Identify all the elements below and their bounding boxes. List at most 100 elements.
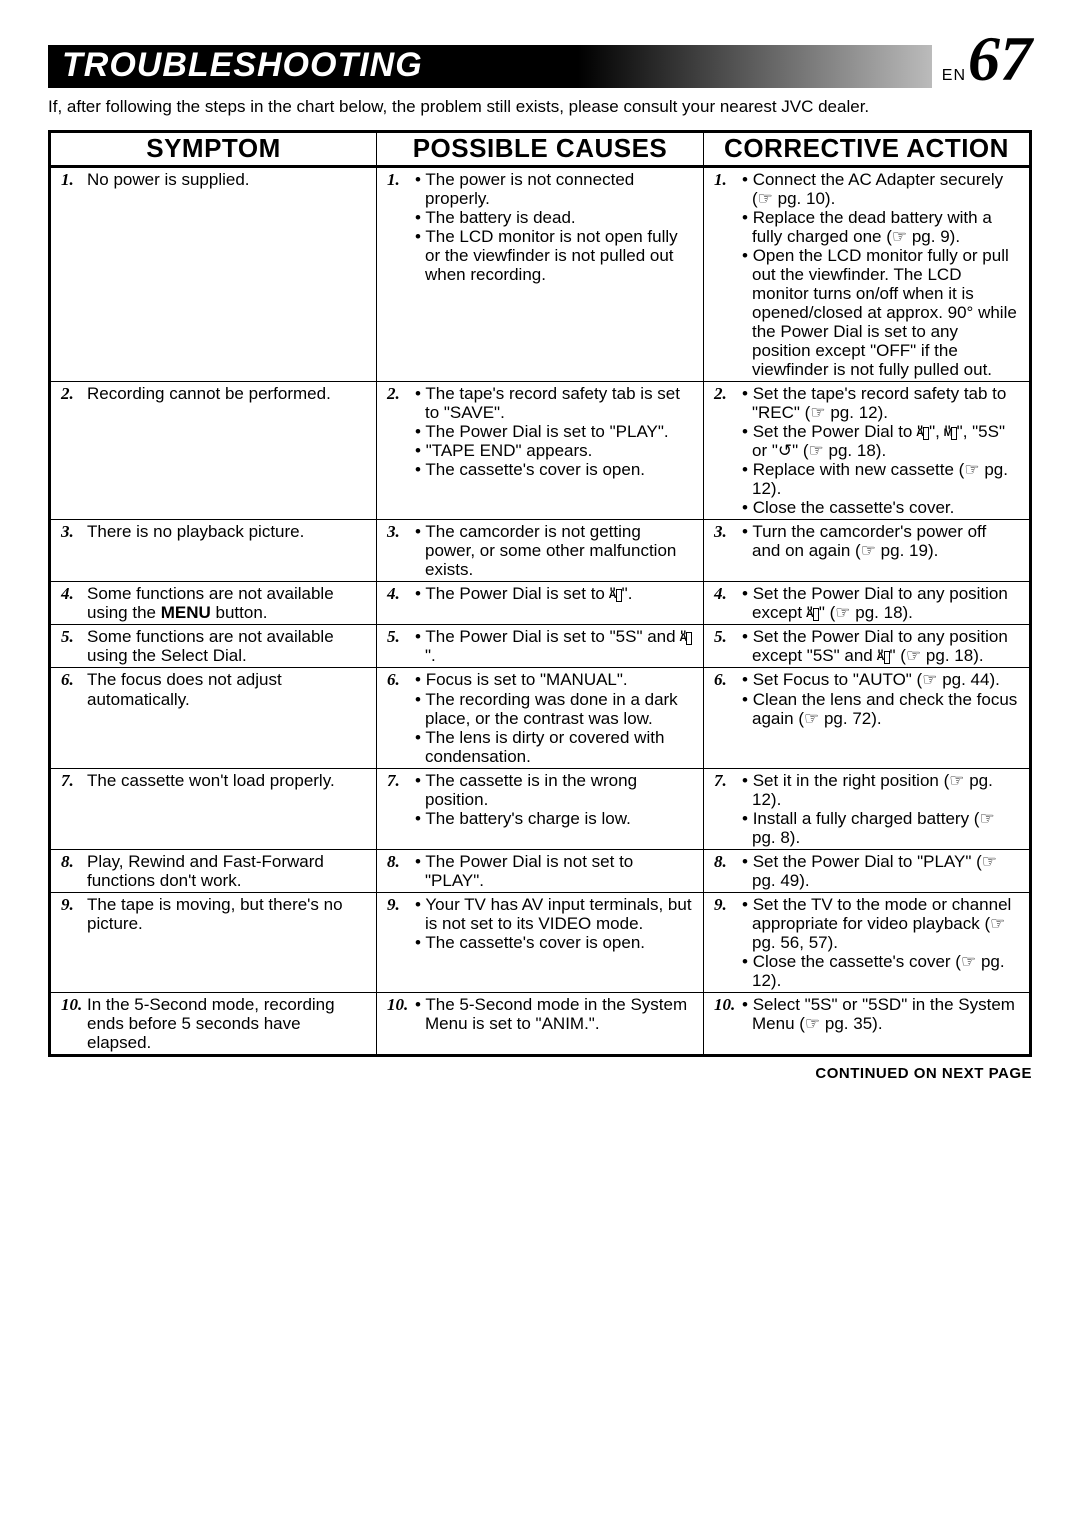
action-cell: 2. Set the tape's record safety tab to "R… bbox=[704, 382, 1031, 520]
causes-list: The 5-Second mode in the System Menu is … bbox=[411, 995, 693, 1033]
list-item: Replace with new cassette (☞ pg. 12). bbox=[752, 460, 1019, 498]
list-item: The cassette's cover is open. bbox=[425, 460, 693, 479]
action-cell: 1.Connect the AC Adapter securely (☞ pg.… bbox=[704, 166, 1031, 381]
list-item: The power is not connected properly. bbox=[425, 170, 693, 208]
list-item: Focus is set to "MANUAL". bbox=[425, 670, 693, 689]
row-number: 4. bbox=[714, 584, 738, 622]
causes-list: The camcorder is not getting power, or s… bbox=[411, 522, 693, 579]
row-number: 2. bbox=[387, 384, 411, 479]
lang-label: EN bbox=[942, 67, 968, 85]
row-number: 3. bbox=[387, 522, 411, 579]
row-number: 9. bbox=[714, 895, 738, 990]
list-item: The cassette's cover is open. bbox=[425, 933, 693, 952]
causes-cell: 8.The Power Dial is not set to "PLAY". bbox=[377, 849, 704, 892]
table-row: 10.In the 5-Second mode, recording ends … bbox=[50, 992, 1031, 1055]
table-row: 7.The cassette won't load properly.7.The… bbox=[50, 768, 1031, 849]
row-number: 8. bbox=[387, 852, 411, 890]
table-row: 8.Play, Rewind and Fast-Forward function… bbox=[50, 849, 1031, 892]
symptom-text: The cassette won't load properly. bbox=[85, 771, 366, 790]
actions-list: Connect the AC Adapter securely (☞ pg. 1… bbox=[738, 170, 1019, 379]
list-item: Close the cassette's cover (☞ pg. 12). bbox=[752, 952, 1019, 990]
symptom-cell: 8.Play, Rewind and Fast-Forward function… bbox=[50, 849, 377, 892]
causes-cell: 9.Your TV has AV input terminals, but is… bbox=[377, 892, 704, 992]
list-item: The battery's charge is low. bbox=[425, 809, 693, 828]
list-item: "TAPE END" appears. bbox=[425, 441, 693, 460]
action-cell: 4. Set the Power Dial to any position exc… bbox=[704, 582, 1031, 625]
symptom-text: In the 5-Second mode, recording ends bef… bbox=[85, 995, 366, 1052]
table-header-row: SYMPTOM POSSIBLE CAUSES CORRECTIVE ACTIO… bbox=[50, 131, 1031, 166]
table-row: 3. There is no playback picture. 3.The cam… bbox=[50, 520, 1031, 582]
table-row: 1.No power is supplied. 1.The power is no… bbox=[50, 166, 1031, 381]
symptom-text: Some functions are not available using t… bbox=[85, 584, 366, 622]
row-number: 10. bbox=[387, 995, 411, 1033]
actions-list: Set the Power Dial to any position excep… bbox=[738, 584, 1019, 622]
row-number: 5. bbox=[61, 627, 85, 665]
action-cell: 10.Select "5S" or "5SD" in the System Me… bbox=[704, 992, 1031, 1055]
symptom-cell: 6.The focus does not adjust automaticall… bbox=[50, 668, 377, 768]
list-item: Close the cassette's cover. bbox=[752, 498, 1019, 517]
list-item: Set the Power Dial to "PLAY" (☞ pg. 49). bbox=[752, 852, 1019, 890]
causes-cell: 5.The Power Dial is set to "5S" and "A". bbox=[377, 625, 704, 668]
row-number: 1. bbox=[61, 170, 85, 189]
list-item: Turn the camcorder's power off and on ag… bbox=[752, 522, 1019, 560]
symptom-text: The tape is moving, but there's no pictu… bbox=[85, 895, 366, 933]
actions-list: Set the TV to the mode or channel approp… bbox=[738, 895, 1019, 990]
causes-cell: 7.The cassette is in the wrong position.… bbox=[377, 768, 704, 849]
symptom-text: There is no playback picture. bbox=[85, 522, 366, 541]
row-number: 7. bbox=[387, 771, 411, 828]
table-row: 9. The tape is moving, but there's no pic… bbox=[50, 892, 1031, 992]
list-item: Set the tape's record safety tab to "REC… bbox=[752, 384, 1019, 422]
action-cell: 6.Set Focus to "AUTO" (☞ pg. 44).Clean t… bbox=[704, 668, 1031, 768]
list-item: The tape's record safety tab is set to "… bbox=[425, 384, 693, 422]
col-action: CORRECTIVE ACTION bbox=[704, 131, 1031, 166]
row-number: 10. bbox=[61, 995, 85, 1052]
col-causes: POSSIBLE CAUSES bbox=[377, 131, 704, 166]
causes-cell: 2. The tape's record safety tab is set to… bbox=[377, 382, 704, 520]
causes-list: Your TV has AV input terminals, but is n… bbox=[411, 895, 693, 952]
list-item: Open the LCD monitor fully or pull out t… bbox=[752, 246, 1019, 379]
row-number: 4. bbox=[387, 584, 411, 603]
list-item: Clean the lens and check the focus again… bbox=[752, 690, 1019, 728]
causes-list: The cassette is in the wrong position.Th… bbox=[411, 771, 693, 828]
list-item: The LCD monitor is not open fully or the… bbox=[425, 227, 693, 284]
list-item: Set the Power Dial to any position excep… bbox=[752, 584, 1019, 622]
table-row: 5.Some functions are not available using… bbox=[50, 625, 1031, 668]
row-number: 6. bbox=[61, 670, 85, 708]
action-cell: 7.Set it in the right position (☞ pg. 12… bbox=[704, 768, 1031, 849]
row-number: 4. bbox=[61, 584, 85, 622]
actions-list: Set Focus to "AUTO" (☞ pg. 44).Clean the… bbox=[738, 670, 1019, 727]
troubleshooting-table: SYMPTOM POSSIBLE CAUSES CORRECTIVE ACTIO… bbox=[48, 130, 1032, 1057]
footer-text: CONTINUED ON NEXT PAGE bbox=[48, 1065, 1032, 1082]
actions-list: Select "5S" or "5SD" in the System Menu … bbox=[738, 995, 1019, 1033]
col-symptom: SYMPTOM bbox=[50, 131, 377, 166]
row-number: 8. bbox=[61, 852, 85, 890]
row-number: 2. bbox=[714, 384, 738, 517]
row-number: 6. bbox=[387, 670, 411, 765]
causes-cell: 1.The power is not connected properly.Th… bbox=[377, 166, 704, 381]
list-item: Set the Power Dial to "A", "M", "5S" or … bbox=[752, 422, 1019, 460]
actions-list: Set the tape's record safety tab to "REC… bbox=[738, 384, 1019, 517]
row-number: 7. bbox=[714, 771, 738, 847]
causes-list: Focus is set to "MANUAL".The recording w… bbox=[411, 670, 693, 765]
symptom-text: The focus does not adjust automatically. bbox=[85, 670, 366, 708]
list-item: Replace the dead battery with a fully ch… bbox=[752, 208, 1019, 246]
list-item: The camcorder is not getting power, or s… bbox=[425, 522, 693, 579]
table-row: 2.Recording cannot be performed.2.The ta… bbox=[50, 382, 1031, 520]
list-item: Set the TV to the mode or channel approp… bbox=[752, 895, 1019, 952]
list-item: The Power Dial is set to "PLAY". bbox=[425, 422, 693, 441]
row-number: 8. bbox=[714, 852, 738, 890]
row-number: 2. bbox=[61, 384, 85, 403]
causes-cell: 6.Focus is set to "MANUAL".The recording… bbox=[377, 668, 704, 768]
symptom-text: No power is supplied. bbox=[85, 170, 366, 189]
symptom-text: Play, Rewind and Fast-Forward functions … bbox=[85, 852, 366, 890]
causes-cell: 3.The camcorder is not getting power, or… bbox=[377, 520, 704, 582]
list-item: The Power Dial is set to "5S" and "A". bbox=[425, 627, 693, 665]
list-item: The lens is dirty or covered with conden… bbox=[425, 728, 693, 766]
table-row: 4.Some functions are not available using… bbox=[50, 582, 1031, 625]
list-item: The 5-Second mode in the System Menu is … bbox=[425, 995, 693, 1033]
row-number: 10. bbox=[714, 995, 738, 1033]
actions-list: Set the Power Dial to "PLAY" (☞ pg. 49). bbox=[738, 852, 1019, 890]
causes-list: The tape's record safety tab is set to "… bbox=[411, 384, 693, 479]
action-cell: 9.Set the TV to the mode or channel appr… bbox=[704, 892, 1031, 992]
action-cell: 3.Turn the camcorder's power off and on … bbox=[704, 520, 1031, 582]
